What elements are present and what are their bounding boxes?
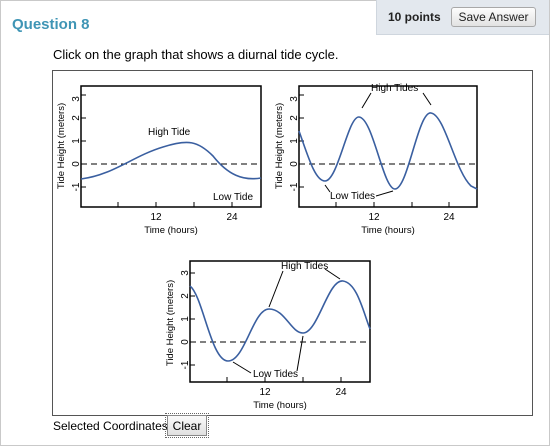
graph2-ytick-0: 0 — [289, 161, 300, 167]
graph1-xtick-12: 12 — [150, 212, 162, 223]
graph1-low-label: Low Tide — [213, 192, 253, 203]
graph1-ylabel: Tide Height (meters) — [56, 103, 67, 189]
graph1-ytick-1: 1 — [71, 138, 82, 144]
graph3-ytick-3: 3 — [180, 270, 191, 276]
graph2-ytick-2: 2 — [289, 115, 300, 121]
graph2-xlabel: Time (hours) — [361, 225, 415, 236]
graph1-ytick-3: 3 — [71, 96, 82, 102]
graph2-ytick-neg1: -1 — [289, 182, 300, 191]
graph3-xtick-24: 24 — [335, 387, 347, 398]
graph2-ylabel: Tide Height (meters) — [274, 103, 285, 189]
points-value: 10 points — [388, 10, 441, 24]
graph3-ylabel: Tide Height (meters) — [165, 280, 176, 366]
graph1-ytick-neg1: -1 — [71, 182, 82, 191]
graph2-high-label: High Tides — [371, 83, 418, 94]
graph3-ytick-neg1: -1 — [180, 360, 191, 369]
hotspot-image[interactable]: High Tide Low Tide 3 2 1 0 -1 12 24 Time… — [52, 70, 533, 416]
graph1-ytick-2: 2 — [71, 115, 82, 121]
graph3-xtick-12: 12 — [259, 387, 271, 398]
graph-mixed[interactable]: High Tides Low Tides 3 2 1 0 -1 12 24 Ti… — [165, 260, 371, 411]
save-answer-button[interactable]: Save Answer — [451, 7, 536, 27]
question-title: Question 8 — [12, 16, 90, 33]
graph2-xtick-12: 12 — [368, 212, 380, 223]
graph2-low-label: Low Tides — [330, 191, 375, 202]
graph3-xlabel: Time (hours) — [253, 400, 307, 411]
graph-semidiurnal[interactable]: High Tides Low Tides 3 2 1 0 -1 12 24 Ti… — [274, 83, 478, 236]
graph2-xtick-24: 24 — [443, 212, 455, 223]
graph2-ytick-1: 1 — [289, 138, 300, 144]
question-prompt: Click on the graph that shows a diurnal … — [53, 47, 339, 62]
graph2-ytick-3: 3 — [289, 96, 300, 102]
graph1-xlabel: Time (hours) — [144, 225, 198, 236]
graph1-high-label: High Tide — [148, 127, 191, 138]
graph-diurnal[interactable]: High Tide Low Tide 3 2 1 0 -1 12 24 Time… — [56, 85, 262, 236]
clear-button[interactable]: Clear — [165, 413, 209, 438]
graph1-ytick-0: 0 — [71, 161, 82, 167]
graph3-ytick-0: 0 — [180, 339, 191, 345]
graph3-high-label: High Tides — [281, 261, 328, 272]
selected-coordinates-label: Selected Coordinates — [53, 419, 168, 433]
graph3-ytick-1: 1 — [180, 316, 191, 322]
graph3-ytick-2: 2 — [180, 293, 191, 299]
graph1-xtick-24: 24 — [226, 212, 238, 223]
tide-graphs-figure[interactable]: High Tide Low Tide 3 2 1 0 -1 12 24 Time… — [53, 71, 532, 415]
graph3-low-label: Low Tides — [253, 369, 298, 380]
